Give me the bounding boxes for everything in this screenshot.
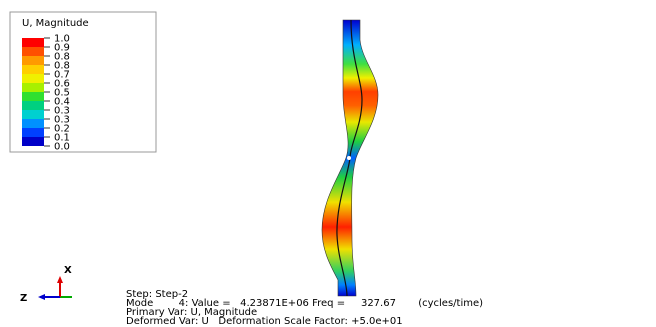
legend-bin [22,65,44,74]
legend-bin [22,101,44,110]
legend-bin [22,74,44,83]
legend-bar [22,38,44,146]
legend-bin [22,56,44,65]
arrow [57,276,63,283]
legend-bin [22,128,44,137]
legend-bin [22,137,44,146]
legend-title: U, Magnitude [22,18,89,29]
beam-model [322,20,378,296]
triad: X Z [20,265,72,304]
viewport: U, Magnitude 1.00.90.80.80.70.60.50.40.3… [0,0,656,327]
legend-bin [22,110,44,119]
legend-bin [22,47,44,56]
status-block: Step: Step-2 Mode 4: Value = 4.23871E+06… [126,289,483,327]
triad-z-label: Z [20,293,27,304]
legend-label: 0.0 [54,142,70,153]
legend-bin [22,119,44,128]
legend-bin [22,38,44,47]
arrow [38,294,45,300]
triad-x-label: X [64,265,72,276]
legend-bin [22,83,44,92]
legend-bin [22,92,44,101]
status-deformed: Deformed Var: U Deformation Scale Factor… [126,316,403,327]
node [347,156,351,160]
